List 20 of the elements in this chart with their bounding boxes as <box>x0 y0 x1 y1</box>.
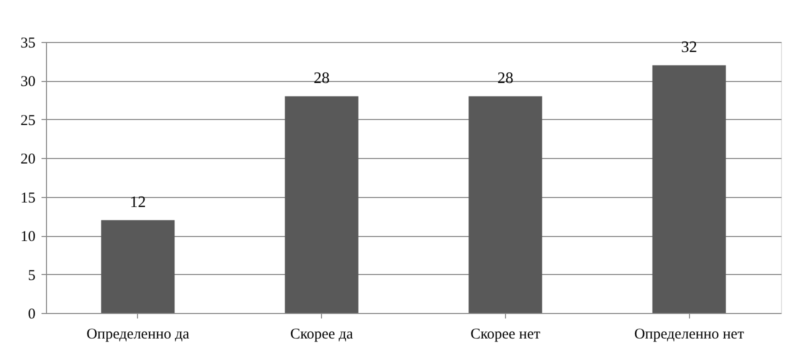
y-tick-label: 35 <box>20 36 36 52</box>
bar <box>468 96 542 313</box>
data-label: 32 <box>681 39 698 56</box>
bar <box>652 65 726 313</box>
data-label: 28 <box>497 70 514 88</box>
y-tick-label: 25 <box>20 112 36 129</box>
y-tick-label: 20 <box>20 152 36 168</box>
bar <box>101 220 175 313</box>
data-label: 28 <box>314 70 330 88</box>
x-tick-label: Скорее нет <box>470 326 541 342</box>
y-tick-label: 0 <box>28 306 36 322</box>
y-tick-label: 15 <box>20 190 36 206</box>
y-tick-label: 30 <box>20 74 36 90</box>
x-tick-label: Определенно да <box>86 326 190 342</box>
y-tick-label: 5 <box>28 268 36 284</box>
y-tick-label: 10 <box>20 229 36 246</box>
bar <box>284 96 358 313</box>
data-label: 12 <box>130 194 146 212</box>
x-tick-label: Скорее да <box>290 326 354 342</box>
x-tick-label: Определенно нет <box>634 326 744 342</box>
